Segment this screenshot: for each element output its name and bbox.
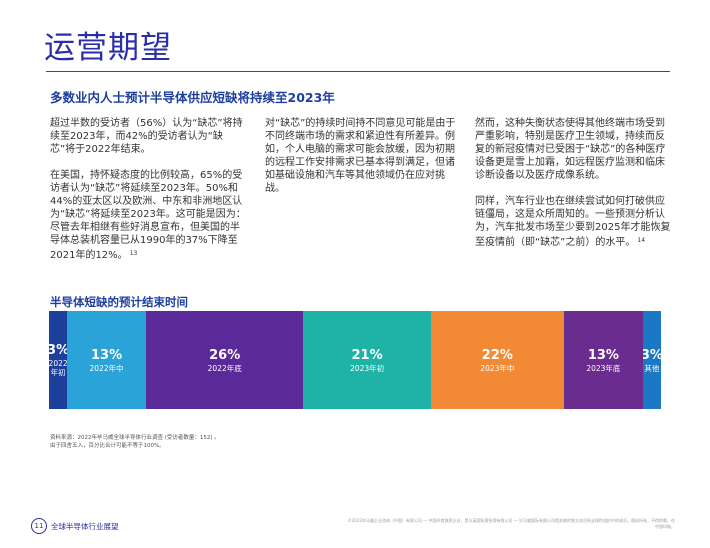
segment-label: 2022年底 (207, 363, 242, 373)
page-title: 运营期望 (44, 30, 172, 66)
source-note: 资料来源：2022年毕马威全球半导体行业调查 (受访者数量：152) 。 由于四… (50, 434, 310, 450)
segment-label: 其他 (644, 363, 660, 373)
paragraph: 超过半数的受访者（56%）认为“缺芯”将持续至2023年，而42%的受访者认为“… (50, 118, 243, 155)
text-column-1: 超过半数的受访者（56%）认为“缺芯”将持续至2023年，而42%的受访者认为“… (50, 117, 248, 275)
text-column-3: 然而，这种失衡状态使得其他终端市场受到严重影响，特别是医疗卫生领域，持续而反复的… (475, 117, 673, 262)
paragraph: 对“缺芯”的持续时间持不同意见可能是由于不同终端市场的需求和紧迫性有所差异。例如… (265, 118, 456, 194)
footnote-ref: 14 (637, 237, 646, 244)
segment-label: 2022 年初 (49, 359, 68, 377)
segment-value: 3% (49, 343, 67, 358)
segment-value: 22% (481, 347, 513, 363)
segment-value: 3% (642, 347, 661, 363)
bar-segment: 13% 2023年底 (564, 311, 643, 409)
bar-segment: 21% 2023年初 (303, 311, 431, 409)
segment-label: 2023年底 (586, 363, 621, 373)
segment-label: 2022年中 (89, 363, 124, 373)
paragraph: 在美国，持怀疑态度的比例较高，65%的受访者认为“缺芯”将延续至2023年。50… (50, 170, 246, 261)
segment-value: 26% (209, 347, 241, 363)
segment-label: 2023年初 (350, 363, 385, 373)
paragraph: 同样，汽车行业也在继续尝试如何打破供应链僵局，这是众所周知的。一些预测分析认为，… (475, 196, 671, 248)
chart-title: 半导体短缺的预计结束时间 (50, 295, 188, 309)
footnote-ref: 13 (129, 250, 138, 257)
section-heading: 多数业内人士预计半导体供应短缺将持续至2023年 (50, 90, 335, 105)
text-column-2: 对“缺芯”的持续时间持不同意见可能是由于不同终端市场的需求和紧迫性有所差异。例如… (265, 117, 463, 208)
bar-segment: 22% 2023年中 (430, 311, 564, 409)
bar-segment: 26% 2022年底 (145, 311, 304, 409)
paragraph: 然而，这种失衡状态使得其他终端市场受到严重影响，特别是医疗卫生领域，持续而反复的… (475, 118, 666, 181)
segment-value: 13% (90, 347, 123, 363)
segment-value: 21% (351, 347, 383, 363)
footer-label: 全球半导体行业展望 (51, 522, 119, 531)
source-line: 由于四舍五入，百分比合计可能不等于100%。 (50, 443, 165, 449)
title-divider (46, 71, 670, 72)
segment-label: 2023年中 (480, 363, 515, 373)
source-line: 资料来源：2022年毕马威全球半导体行业调查 (受访者数量：152) 。 (50, 435, 220, 441)
bar-segment: 13% 2022年中 (67, 311, 146, 409)
bar-segment: 3%其他 (642, 311, 661, 409)
segment-value: 13% (587, 347, 619, 363)
footer-legal: ©2022毕马威企业咨询（中国）有限公司 — 中国外商独资企业，是与英国私营担保… (347, 518, 675, 529)
page-number: 11 (31, 518, 47, 534)
stacked-bar-chart: 3%2022年初13%2022年中26%2022年底21%2023年初22%20… (49, 311, 661, 409)
